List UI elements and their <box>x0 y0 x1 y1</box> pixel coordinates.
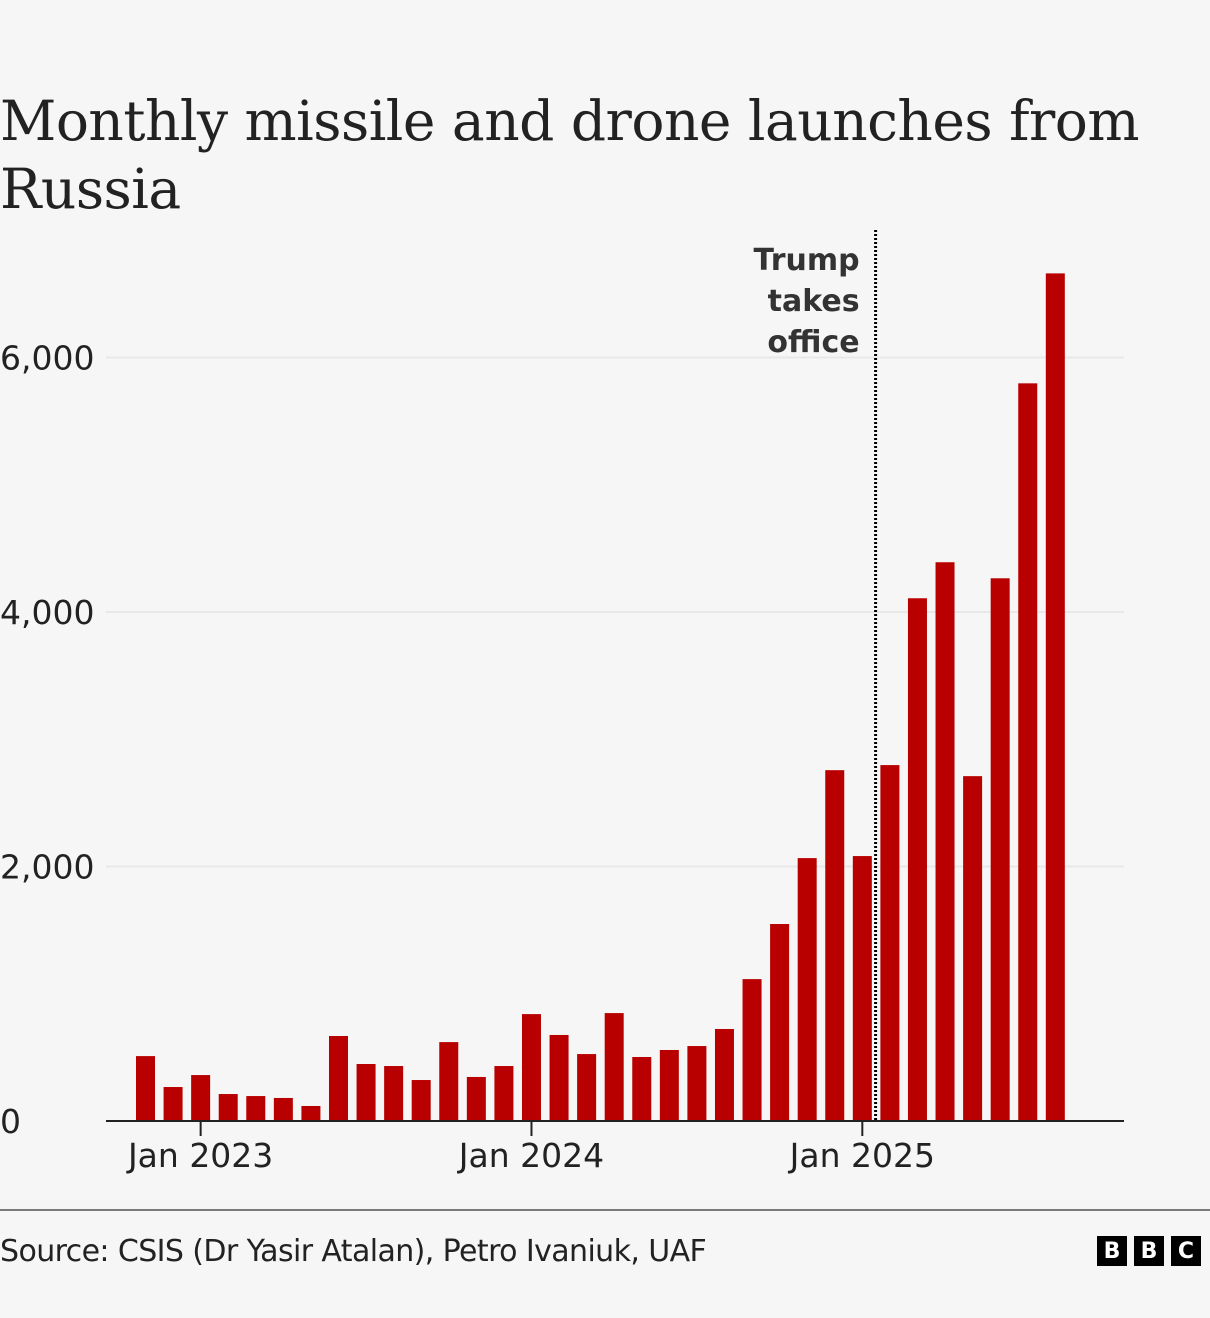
x-tick-label: Jan 2024 <box>457 1136 604 1175</box>
bar <box>549 1034 569 1121</box>
y-tick-label: 4,000 <box>0 593 94 632</box>
bar <box>714 1028 734 1121</box>
bar <box>632 1056 652 1121</box>
bar <box>494 1066 514 1121</box>
bar <box>218 1094 238 1121</box>
bar <box>136 1056 155 1121</box>
bar <box>384 1066 404 1121</box>
bar <box>907 598 927 1121</box>
bar <box>963 776 983 1121</box>
bar <box>742 979 762 1121</box>
bbc-logo-letter: B <box>1097 1236 1127 1266</box>
bar <box>659 1049 679 1121</box>
bars <box>136 273 1065 1121</box>
chart-title: Monthly missile and drone launches from … <box>0 88 1140 221</box>
bar <box>880 765 900 1121</box>
bbc-logo-letter: C <box>1171 1236 1201 1266</box>
bar <box>191 1075 211 1121</box>
bar <box>273 1097 293 1121</box>
bar <box>797 858 817 1121</box>
annotation-text: takes <box>768 284 860 319</box>
bar <box>990 578 1010 1121</box>
bar <box>246 1096 266 1121</box>
bar <box>1045 273 1065 1121</box>
bar <box>356 1063 376 1121</box>
annotation-text: Trump <box>754 243 860 278</box>
bar <box>301 1105 321 1121</box>
x-axis: Jan 2023 Jan 2024 Jan 2025 <box>106 1120 1124 1175</box>
bar <box>521 1014 541 1121</box>
bar <box>439 1042 459 1121</box>
bar <box>770 924 790 1121</box>
bar <box>1018 383 1038 1121</box>
bar <box>687 1046 707 1121</box>
bbc-logo-letter: B <box>1134 1236 1164 1266</box>
bar <box>411 1080 431 1121</box>
annotation-text: office <box>767 325 859 360</box>
bar <box>577 1054 597 1121</box>
source-note: Source: CSIS (Dr Yasir Atalan), Petro Iv… <box>0 1234 707 1269</box>
y-tick-label: 2,000 <box>0 848 94 887</box>
bar <box>466 1076 486 1121</box>
bar <box>935 562 955 1121</box>
x-tick-label: Jan 2023 <box>126 1136 273 1175</box>
bar <box>604 1013 624 1121</box>
y-axis-ticks: 0 2,000 4,000 6,000 <box>0 339 94 1142</box>
y-tick-label: 6,000 <box>0 339 94 378</box>
x-tick-label: Jan 2025 <box>788 1136 935 1175</box>
bbc-logo: B B C <box>1097 1236 1201 1266</box>
y-tick-label: 0 <box>0 1102 21 1141</box>
bar <box>328 1035 348 1121</box>
bar <box>163 1087 183 1121</box>
bar <box>825 770 845 1121</box>
annotation: Trump takes office <box>754 230 878 1121</box>
footer-divider <box>0 1209 1210 1211</box>
bar <box>852 856 872 1121</box>
